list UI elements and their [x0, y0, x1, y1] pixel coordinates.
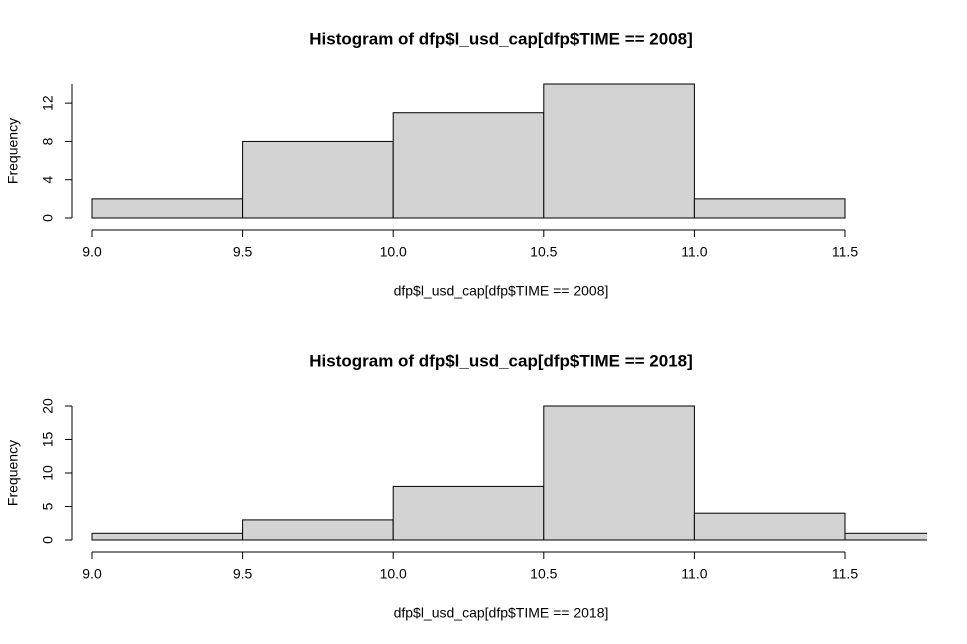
- x-tick-label: 11.0: [681, 244, 707, 260]
- bar: [543, 405, 695, 541]
- y-tick-label: 10: [40, 465, 56, 481]
- bar: [693, 512, 846, 541]
- y-axis-label: Frequency: [5, 118, 21, 184]
- x-tick-label: 10.5: [530, 244, 557, 260]
- y-tick-label: 4: [40, 176, 56, 184]
- bar: [693, 198, 846, 219]
- y-axis-label: Frequency: [5, 440, 21, 506]
- y-tick-label: 20: [40, 398, 56, 414]
- chart-title: Histogram of dfp$l_usd_cap[dfp$TIME == 2…: [309, 351, 693, 370]
- x-tick-label: 9.5: [233, 244, 253, 260]
- bar: [844, 532, 927, 541]
- x-tick-label: 10.0: [380, 566, 407, 582]
- y-tick-label: 5: [40, 502, 56, 510]
- bar: [91, 198, 244, 219]
- bar: [543, 83, 695, 219]
- x-tick-label: 11.5: [832, 244, 858, 260]
- y-tick-label: 15: [40, 432, 56, 448]
- bar: [242, 140, 394, 219]
- y-tick-label: 0: [40, 536, 56, 544]
- bar: [392, 485, 545, 541]
- x-tick-label: 10.5: [530, 566, 557, 582]
- x-axis-label: dfp$l_usd_cap[dfp$TIME == 2018]: [394, 605, 609, 621]
- y-tick-label: 8: [40, 137, 56, 145]
- chart-title: Histogram of dfp$l_usd_cap[dfp$TIME == 2…: [309, 29, 693, 48]
- bar: [392, 112, 545, 219]
- x-tick-label: 9.0: [82, 566, 102, 582]
- bars-layer: [91, 83, 927, 541]
- y-tick-label: 12: [40, 95, 56, 111]
- y-tick-label: 0: [40, 214, 56, 222]
- x-tick-label: 9.5: [233, 566, 253, 582]
- bar: [91, 532, 244, 541]
- x-tick-label: 11.5: [832, 566, 858, 582]
- x-tick-label: 10.0: [380, 244, 407, 260]
- bar: [242, 519, 394, 541]
- x-tick-label: 11.0: [681, 566, 707, 582]
- x-tick-label: 9.0: [82, 244, 102, 260]
- x-axis-label: dfp$l_usd_cap[dfp$TIME == 2008]: [394, 283, 609, 299]
